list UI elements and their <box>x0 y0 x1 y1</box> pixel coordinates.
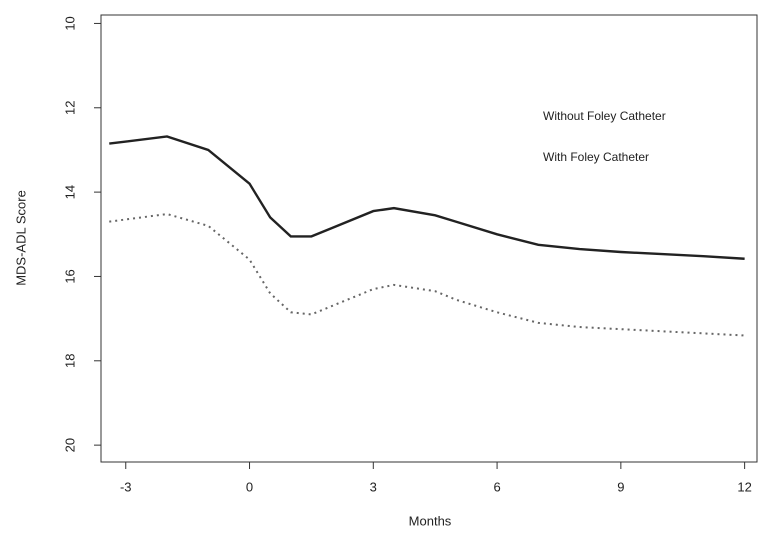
legend-label: Without Foley Catheter <box>543 109 666 123</box>
x-tick-label: 12 <box>737 479 751 494</box>
y-tick-label: 18 <box>62 354 77 368</box>
x-tick-label: 9 <box>617 479 624 494</box>
plot-frame <box>100 14 758 463</box>
x-tick-label: 3 <box>370 479 377 494</box>
y-tick-label: 20 <box>62 438 77 452</box>
x-axis-label: Months <box>409 513 452 528</box>
x-tick-label: -3 <box>120 479 132 494</box>
x-tick-label: 6 <box>493 479 500 494</box>
series-line <box>109 135 745 260</box>
y-tick-label: 10 <box>62 16 77 30</box>
y-tick-label: 12 <box>62 101 77 115</box>
y-tick-label: 14 <box>62 185 77 199</box>
y-tick-label: 16 <box>62 269 77 283</box>
x-tick-label: 0 <box>246 479 253 494</box>
series-line <box>109 213 745 337</box>
legend-label: With Foley Catheter <box>543 150 649 164</box>
y-axis-label: MDS-ADL Score <box>13 190 28 286</box>
